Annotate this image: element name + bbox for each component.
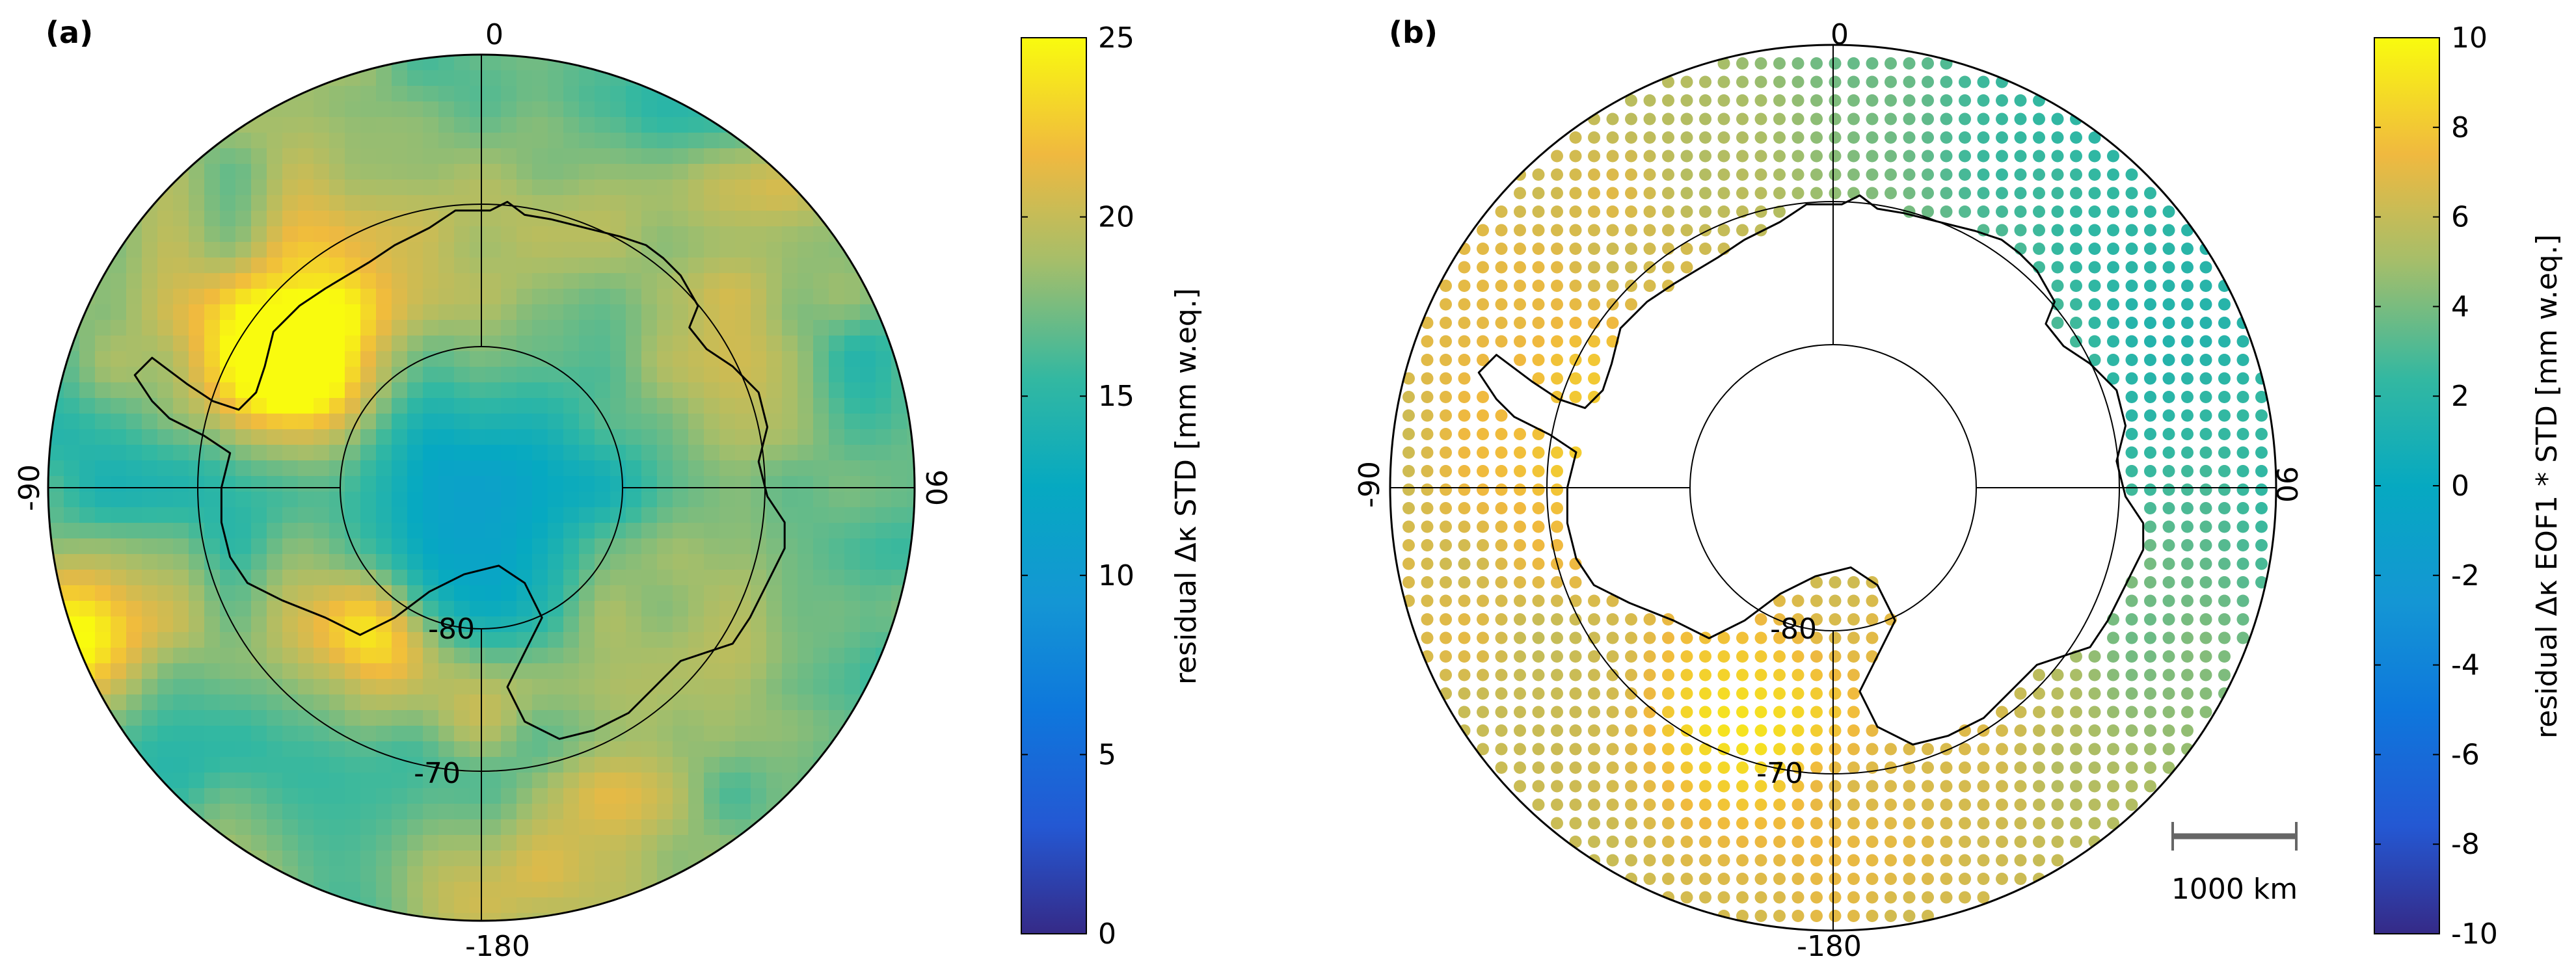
colorbar-a-tick-label: 5 [1098,738,1116,771]
colorbar-b-tick-label: 10 [2451,21,2488,55]
panel-b-label: (b) [1389,15,1438,50]
panel-a: (a) 0 -180 -90 90 -80 -70 [13,15,952,963]
colorbar-b-bar [2374,37,2440,934]
panel-a-frame [47,53,916,922]
colorbar-a-ticks: 0 5 10 15 20 25 [1021,21,1134,951]
panel-b: (b) 0 -180 -90 90 -80 -70 1000 km [1353,15,2303,963]
colorbar-a-bar [1021,37,1087,934]
panel-a-lon-right: 90 [919,469,952,506]
colorbar-b-tick-label: -10 [2451,918,2498,951]
panel-a-label: (a) [46,15,93,50]
colorbar-b-label: residual Δκ EOF1 * STD [mm w.eq.] [2530,234,2564,739]
colorbar-a-label: residual Δκ STD [mm w.eq.] [1170,288,1203,685]
colorbar-a: 0 5 10 15 20 25 residual Δκ STD [mm w.eq.] [1021,21,1203,951]
panel-b-dots [1390,45,2276,931]
colorbar-b-tick-label: -6 [2451,738,2480,771]
scale-bar: 1000 km [2171,822,2298,906]
panel-a-coastline [133,200,786,740]
colorbar-a-tick-label: 15 [1098,380,1134,413]
colorbar-a-tick-label: 20 [1098,201,1134,234]
panel-b-graticule [1390,45,2276,931]
panel-b-lat-70: -70 [1756,757,1803,790]
colorbar-b-tick-label: -4 [2451,649,2480,682]
panel-a-lat-70: -70 [414,757,461,790]
panel-a-lon-left: -90 [13,464,46,511]
colorbar-a-tick-label: 10 [1098,559,1134,592]
scale-bar-label: 1000 km [2171,873,2298,906]
panel-b-lon-top: 0 [1831,18,1849,51]
panel-b-coastline [1477,194,2145,746]
colorbar-b-tick-label: 8 [2451,111,2469,144]
panel-a-graticule [48,55,915,921]
colorbar-b-ticks: -10 -8 -6 -4 -2 0 2 4 6 8 10 [2374,21,2498,951]
colorbar-b-tick-label: 4 [2451,290,2469,323]
panel-a-lon-top: 0 [485,18,503,51]
coastline-b [1477,194,2145,746]
panel-b-lat-80: -80 [1770,613,1817,646]
colorbar-b-tick-label: -2 [2451,559,2480,592]
colorbar-b-tick-label: 2 [2451,380,2469,413]
panel-a-lat-80: -80 [428,613,475,646]
coastline-a [133,200,786,740]
colorbar-b-tick-label: 0 [2451,469,2469,503]
panel-b-lon-left: -90 [1353,461,1386,508]
panel-b-frame [1389,44,2277,932]
panel-b-lon-bottom: -180 [1797,930,1862,963]
colorbar-b: -10 -8 -6 -4 -2 0 2 4 6 8 10 residual Δκ EOF1 * ST… [2374,21,2564,951]
colorbar-a-tick-label: 25 [1098,21,1134,55]
panel-a-lon-bottom: -180 [465,930,530,963]
colorbar-b-tick-label: -8 [2451,828,2480,861]
colorbar-b-tick-label: 6 [2451,201,2469,234]
colorbar-a-tick-label: 0 [1098,918,1116,951]
panel-b-lon-right: 90 [2270,466,2303,503]
